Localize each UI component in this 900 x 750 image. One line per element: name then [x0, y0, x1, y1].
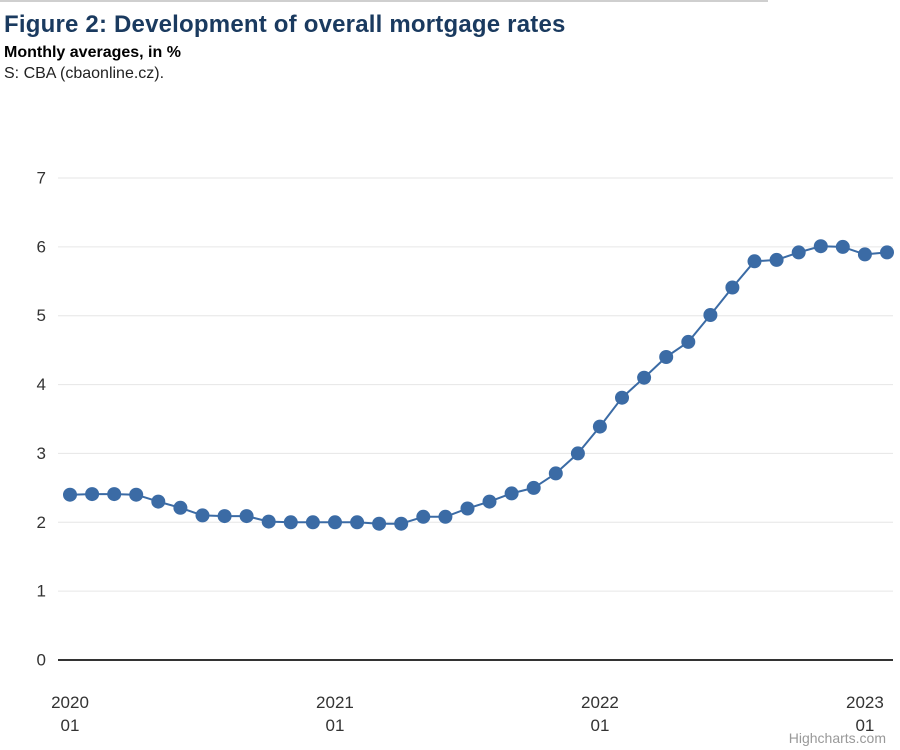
x-axis-label-2021: 2021 01: [316, 693, 354, 735]
top-divider-line: [0, 0, 768, 2]
data-point[interactable]: [217, 509, 232, 524]
data-point[interactable]: [195, 508, 210, 523]
data-point[interactable]: [504, 486, 519, 501]
data-point[interactable]: [416, 509, 431, 524]
data-point[interactable]: [350, 515, 365, 530]
data-point[interactable]: [261, 514, 276, 529]
data-point[interactable]: [129, 487, 144, 502]
x-axis-label-2023: 2023 01: [846, 693, 884, 735]
y-axis-label-7: 7: [37, 169, 46, 188]
data-point[interactable]: [791, 245, 806, 260]
data-point[interactable]: [372, 516, 387, 531]
data-point[interactable]: [305, 515, 320, 530]
data-point[interactable]: [151, 494, 166, 509]
y-axis-label-2: 2: [37, 513, 46, 532]
data-point[interactable]: [548, 466, 563, 481]
data-point[interactable]: [615, 390, 629, 405]
y-axis-label-5: 5: [37, 306, 46, 325]
data-point[interactable]: [239, 509, 254, 524]
data-point[interactable]: [703, 308, 718, 322]
data-point[interactable]: [283, 515, 298, 530]
y-axis-label-4: 4: [37, 375, 46, 394]
chart-header: Figure 2: Development of overall mortgag…: [4, 10, 884, 84]
y-axis-label-6: 6: [37, 237, 46, 256]
data-point[interactable]: [813, 239, 828, 254]
data-point[interactable]: [63, 487, 77, 502]
data-point[interactable]: [857, 247, 872, 262]
data-point[interactable]: [880, 245, 894, 260]
data-point[interactable]: [526, 480, 541, 495]
data-point[interactable]: [659, 350, 674, 364]
y-axis-label-1: 1: [37, 582, 46, 601]
chart-title: Figure 2: Development of overall mortgag…: [4, 11, 566, 38]
data-point[interactable]: [769, 252, 784, 267]
data-point[interactable]: [681, 334, 696, 349]
data-point[interactable]: [328, 515, 342, 530]
data-point[interactable]: [482, 494, 497, 509]
y-axis-label-3: 3: [37, 444, 46, 463]
data-point[interactable]: [107, 487, 122, 502]
data-point[interactable]: [725, 280, 740, 295]
y-axis-label-0: 0: [37, 651, 46, 670]
x-axis-label-2022: 2022 01: [581, 693, 619, 735]
data-point[interactable]: [85, 487, 100, 502]
data-point[interactable]: [570, 446, 585, 461]
data-point[interactable]: [173, 500, 188, 515]
data-point[interactable]: [438, 509, 453, 524]
data-point[interactable]: [592, 419, 607, 434]
data-point[interactable]: [394, 516, 409, 531]
data-point[interactable]: [835, 239, 850, 254]
chart-source-note: S: CBA (cbaonline.cz).: [4, 65, 165, 82]
highcharts-credit[interactable]: Highcharts.com: [789, 730, 886, 746]
data-point[interactable]: [637, 370, 652, 385]
data-point[interactable]: [747, 254, 762, 269]
data-point[interactable]: [460, 501, 475, 516]
x-axis-label-2020: 2020 01: [51, 693, 89, 735]
chart-subtitle: Monthly averages, in %: [4, 44, 181, 61]
